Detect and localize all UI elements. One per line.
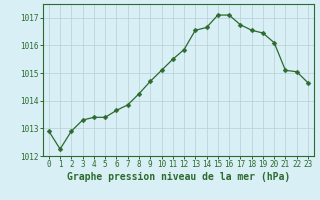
X-axis label: Graphe pression niveau de la mer (hPa): Graphe pression niveau de la mer (hPa) xyxy=(67,172,290,182)
